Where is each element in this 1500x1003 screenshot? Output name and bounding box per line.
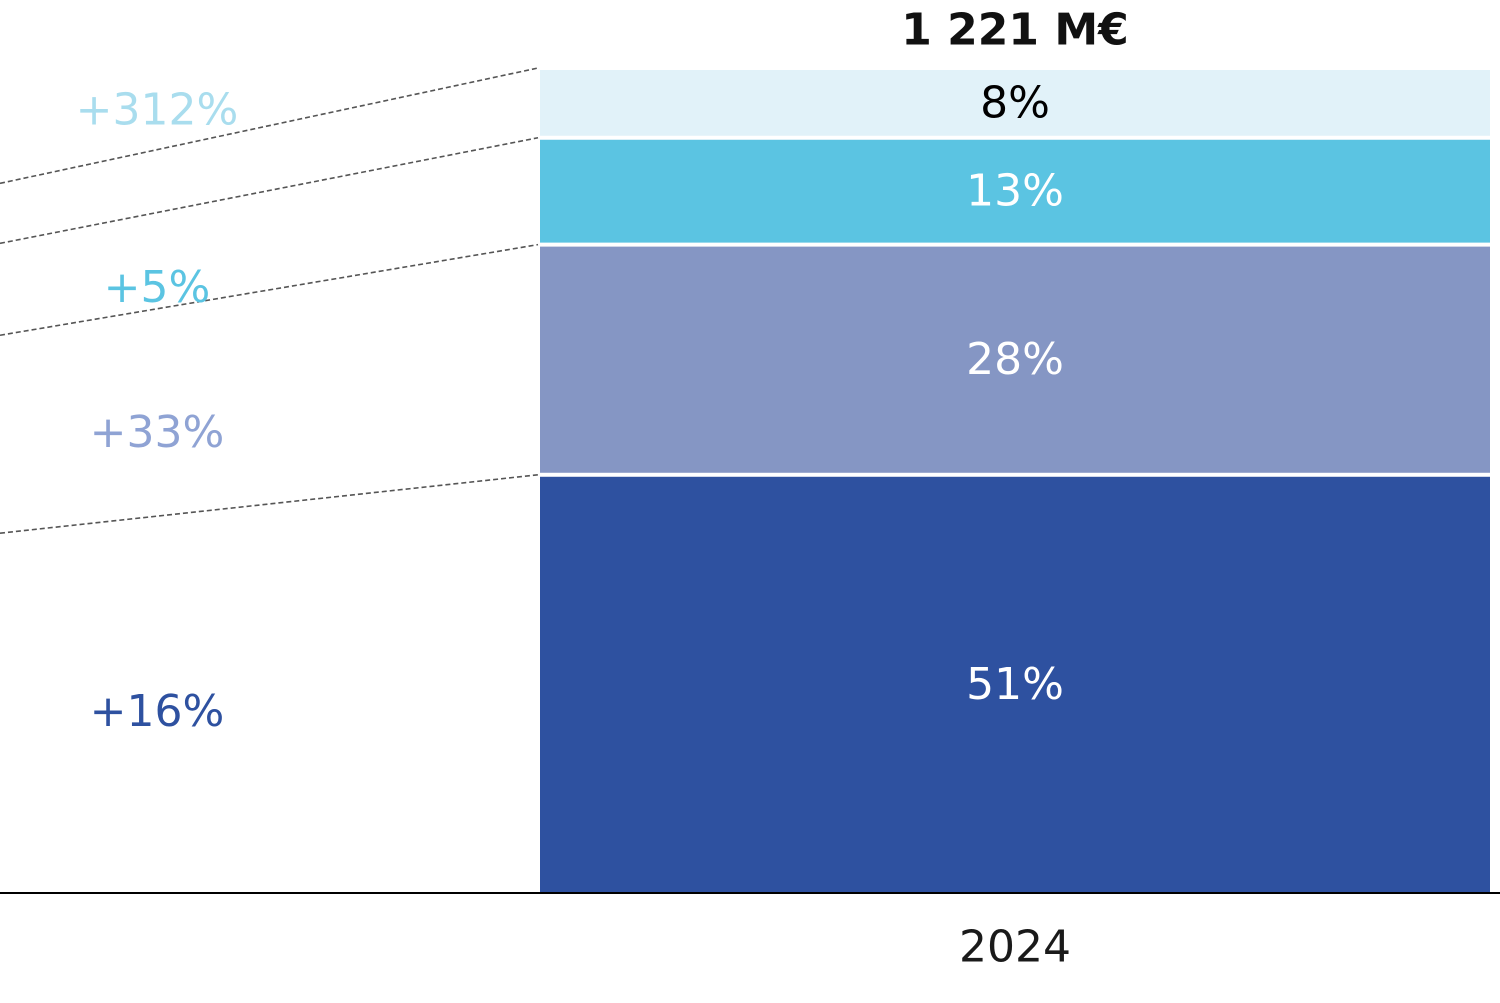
growth-label-3: +312% — [76, 85, 239, 136]
segment-label-1: 28% — [966, 334, 1064, 385]
segment-label-2: 13% — [966, 166, 1064, 217]
connector-line-3 — [0, 67, 539, 185]
growth-label-0: +16% — [90, 686, 225, 737]
segment-label-3: 8% — [980, 77, 1050, 128]
connector-line-2 — [0, 136, 539, 245]
connector-line-1 — [0, 243, 539, 337]
total-label: 1 221 M€ — [901, 5, 1129, 56]
growth-label-1: +33% — [90, 407, 225, 458]
connector-line-0 — [0, 473, 539, 534]
bar-segment-0 — [540, 476, 1490, 892]
x-tick-label-0: 2024 — [959, 922, 1071, 973]
bar-segment-2 — [540, 139, 1490, 243]
bar-segment-1 — [540, 246, 1490, 473]
growth-label-2: +5% — [104, 262, 211, 313]
segment-label-0: 51% — [966, 659, 1064, 710]
bar-segment-3 — [540, 70, 1490, 136]
